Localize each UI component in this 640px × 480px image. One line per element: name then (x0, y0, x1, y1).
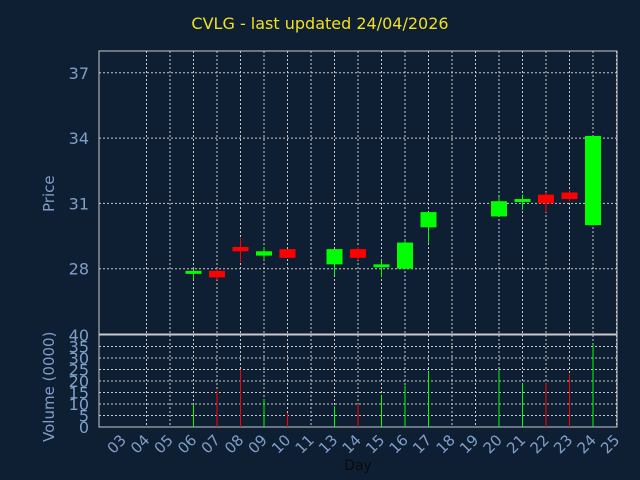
volume-tick-label: 20 (69, 372, 89, 391)
x-axis: 0304050607080910111314151617181920212223… (104, 431, 624, 457)
candle-body (256, 251, 272, 256)
x-tick-label: 04 (127, 431, 153, 457)
price-tick-label: 31 (69, 194, 89, 213)
candle-body (326, 249, 343, 265)
x-tick-label: 16 (386, 431, 412, 457)
volume-tick-label: 15 (69, 384, 89, 403)
x-axis-label: Day (344, 458, 372, 474)
volume-tick-label: 10 (69, 395, 89, 414)
chart-title: CVLG - last updated 24/04/2026 (191, 14, 449, 33)
candle-body (561, 192, 578, 200)
volume-tick-label: 0 (79, 418, 89, 437)
volume-tick-label: 25 (69, 361, 89, 380)
candle-body (185, 270, 202, 274)
x-tick-label: 25 (597, 431, 623, 457)
price-tick-label: 37 (69, 64, 89, 83)
x-tick-label: 14 (339, 431, 365, 457)
price-panel: 28 31 34 37 (69, 50, 618, 335)
x-tick-label: 18 (433, 431, 459, 457)
x-tick-label: 11 (292, 431, 318, 457)
x-tick-label: 03 (104, 431, 130, 457)
x-tick-label: 10 (268, 431, 294, 457)
price-tick-label: 28 (69, 260, 89, 279)
candle-body (514, 199, 531, 203)
x-tick-label: 19 (456, 431, 482, 457)
candle-body (420, 212, 437, 228)
volume-tick-label: 35 (69, 338, 89, 357)
candle-body (585, 135, 601, 226)
x-tick-label: 07 (198, 431, 224, 457)
x-tick-label: 05 (151, 431, 177, 457)
candle-body (279, 249, 296, 258)
candle-body (491, 201, 507, 217)
candle-body (209, 270, 225, 278)
candle-body (538, 194, 554, 204)
x-tick-label: 08 (221, 431, 247, 457)
x-tick-label: 17 (409, 431, 435, 457)
x-tick-label: 22 (527, 431, 553, 457)
candle-body (350, 249, 366, 258)
x-tick-label: 15 (362, 431, 388, 457)
candle-body (373, 264, 390, 268)
x-tick-label: 24 (574, 431, 600, 457)
x-tick-label: 06 (174, 431, 200, 457)
candle-body (232, 246, 249, 252)
x-tick-label: 21 (503, 431, 529, 457)
x-tick-label: 20 (480, 431, 506, 457)
volume-tick-label: 40 (69, 326, 89, 345)
x-tick-label: 23 (550, 431, 576, 457)
x-tick-label: 09 (245, 431, 271, 457)
candle-body (397, 242, 413, 269)
volume-tick-label: 5 (79, 407, 89, 426)
volume-tick-label: 30 (69, 349, 89, 368)
x-tick-label: 13 (315, 431, 341, 457)
price-tick-label: 34 (69, 129, 89, 148)
